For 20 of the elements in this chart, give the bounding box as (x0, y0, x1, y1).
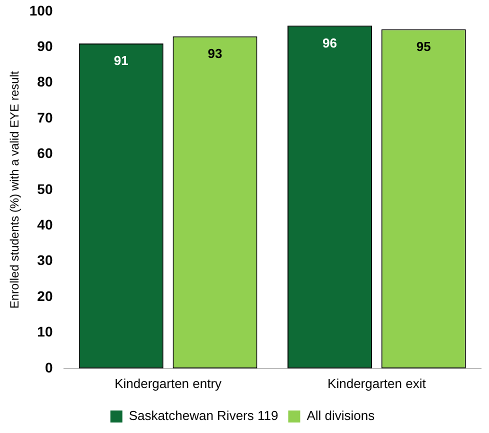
x-tick-label: Kindergarten exit (328, 376, 426, 391)
legend-label: Saskatchewan Rivers 119 (128, 408, 278, 424)
y-tick-label: 100 (29, 2, 53, 18)
x-tick-label: Kindergarten entry (114, 376, 222, 391)
y-tick-label: 50 (37, 180, 53, 197)
data-label: 96 (322, 35, 337, 50)
data-label: 91 (114, 53, 128, 68)
y-tick-label: 0 (44, 359, 53, 376)
data-label: 95 (416, 38, 431, 54)
y-tick-label: 20 (37, 288, 53, 304)
y-tick-label: 60 (37, 145, 53, 162)
legend-label: All divisions (306, 408, 376, 424)
y-tick-label: 80 (37, 74, 53, 90)
y-tick-label: 40 (37, 216, 53, 232)
y-tick-label: 30 (37, 252, 53, 268)
y-tick-label: 10 (37, 324, 53, 340)
y-tick-label: 70 (37, 109, 53, 126)
y-axis-title: Enrolled students (%) with a valid EYE result (8, 70, 22, 309)
data-label: 93 (208, 46, 222, 61)
y-tick-label: 90 (37, 38, 53, 54)
